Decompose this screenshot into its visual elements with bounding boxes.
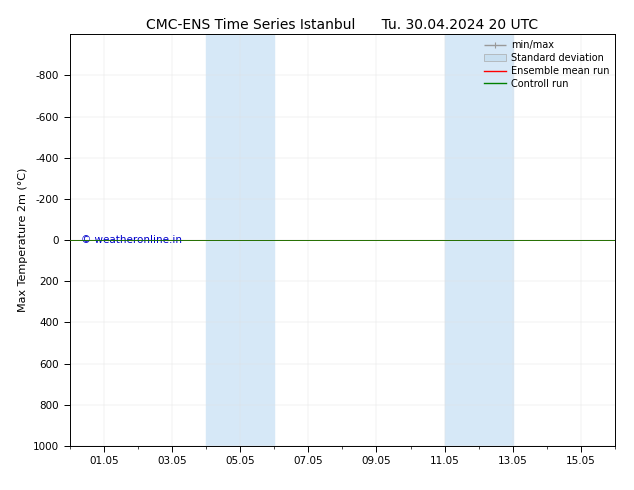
Text: © weatheronline.in: © weatheronline.in (81, 235, 182, 245)
Bar (444, 34, 513, 446)
Bar (206, 34, 275, 446)
Legend: min/max, Standard deviation, Ensemble mean run, Controll run: min/max, Standard deviation, Ensemble me… (481, 36, 613, 93)
Title: CMC-ENS Time Series Istanbul      Tu. 30.04.2024 20 UTC: CMC-ENS Time Series Istanbul Tu. 30.04.2… (146, 18, 538, 32)
Y-axis label: Max Temperature 2m (°C): Max Temperature 2m (°C) (18, 168, 28, 312)
